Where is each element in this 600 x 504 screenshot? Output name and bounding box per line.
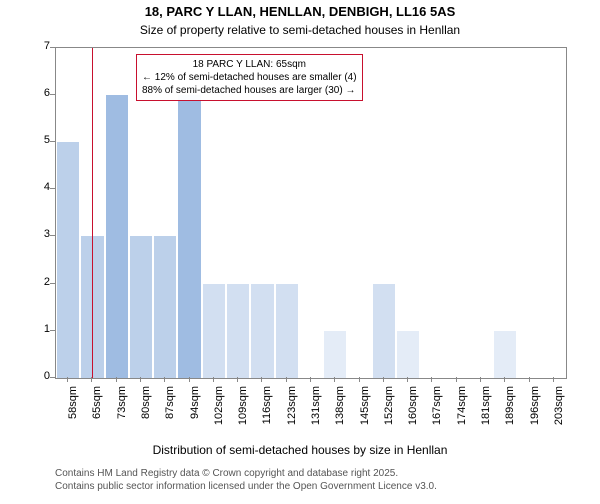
xtick-label: 138sqm: [334, 386, 346, 426]
ytick-label: 0: [30, 370, 50, 382]
xtick-label: 152sqm: [383, 386, 395, 426]
xtick-label: 174sqm: [456, 386, 468, 426]
histogram-bar: [130, 236, 152, 377]
histogram-bar: [154, 236, 176, 377]
ytick-label: 3: [30, 228, 50, 240]
reference-line: [92, 48, 93, 378]
xtick-label: 167sqm: [431, 386, 443, 426]
ytick-label: 7: [30, 40, 50, 52]
chart-wrap: Number of semi-detached properties 18 PA…: [0, 43, 600, 463]
xtick-label: 87sqm: [164, 386, 176, 426]
histogram-bar: [276, 284, 298, 378]
xtick-label: 94sqm: [189, 386, 201, 426]
plot-area: 18 PARC Y LLAN: 65sqm← 12% of semi-detac…: [55, 47, 567, 379]
histogram-bar: [373, 284, 395, 378]
page-title: 18, PARC Y LLAN, HENLLAN, DENBIGH, LL16 …: [0, 4, 600, 21]
histogram-bar: [251, 284, 273, 378]
xtick-label: 65sqm: [91, 386, 103, 426]
xtick-label: 116sqm: [261, 386, 273, 426]
ytick-label: 5: [30, 134, 50, 146]
histogram-bar: [397, 331, 419, 378]
annotation-line1: 18 PARC Y LLAN: 65sqm: [142, 58, 357, 71]
histogram-bar: [178, 95, 200, 378]
xtick-label: 145sqm: [359, 386, 371, 426]
histogram-bar: [324, 331, 346, 378]
histogram-bar: [203, 284, 225, 378]
xtick-label: 102sqm: [213, 386, 225, 426]
xtick-label: 203sqm: [553, 386, 565, 426]
xtick-label: 131sqm: [310, 386, 322, 426]
annotation-line2: ← 12% of semi-detached houses are smalle…: [142, 71, 357, 84]
xtick-label: 109sqm: [237, 386, 249, 426]
annotation-line3: 88% of semi-detached houses are larger (…: [142, 84, 357, 97]
xtick-label: 123sqm: [286, 386, 298, 426]
ytick-label: 2: [30, 276, 50, 288]
page-subtitle: Size of property relative to semi-detach…: [0, 23, 600, 37]
copyright-line1: Contains HM Land Registry data © Crown c…: [55, 468, 398, 479]
annotation-box: 18 PARC Y LLAN: 65sqm← 12% of semi-detac…: [136, 54, 363, 101]
x-axis-label: Distribution of semi-detached houses by …: [0, 443, 600, 457]
xtick-label: 58sqm: [67, 386, 79, 426]
xtick-label: 160sqm: [407, 386, 419, 426]
histogram-bar: [227, 284, 249, 378]
histogram-bar: [494, 331, 516, 378]
ytick-label: 6: [30, 87, 50, 99]
xtick-label: 181sqm: [480, 386, 492, 426]
xtick-label: 196sqm: [529, 386, 541, 426]
histogram-bar: [106, 95, 128, 378]
xtick-label: 189sqm: [504, 386, 516, 426]
histogram-bar: [57, 142, 79, 378]
copyright-line2: Contains public sector information licen…: [55, 481, 437, 492]
ytick-label: 4: [30, 181, 50, 193]
ytick-label: 1: [30, 323, 50, 335]
copyright: Contains HM Land Registry data © Crown c…: [0, 463, 600, 493]
xtick-label: 80sqm: [140, 386, 152, 426]
xtick-label: 73sqm: [116, 386, 128, 426]
